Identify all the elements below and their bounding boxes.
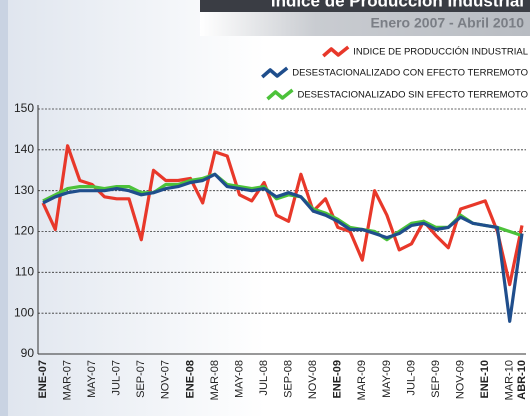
legend-label: INDICE DE PRODUCCIÓN INDUSTRIAL	[353, 47, 528, 58]
x-tick-label: MAY-07	[86, 360, 98, 398]
y-tick-label: 90	[21, 346, 35, 360]
y-tick-label: 100	[14, 305, 34, 319]
chart-subtitle: Enero 2007 - Abril 2010	[370, 15, 524, 31]
legend-icon	[266, 88, 294, 101]
x-tick-label: NOV-08	[307, 360, 319, 399]
x-tick-label: JUL-08	[258, 360, 270, 395]
y-tick-label: 130	[14, 183, 34, 197]
series-line	[41, 144, 524, 287]
x-tick-label: JUL-09	[405, 360, 417, 395]
x-tick-label: SEP-07	[135, 360, 147, 398]
x-tick-label: MAY-08	[233, 360, 245, 398]
x-tick-label: MAR-09	[356, 360, 368, 400]
legend-icon	[322, 45, 350, 58]
x-tick-label: MAR-07	[61, 360, 73, 400]
x-tick-label: ENE-07	[37, 360, 49, 399]
x-tick-label: SEP-08	[283, 360, 295, 398]
x-tick-label: SEP-09	[430, 360, 442, 398]
legend-label: DESESTACIONALIZADO CON EFECTO TERREMOTO	[292, 68, 528, 79]
x-tick-label: MAR-08	[209, 360, 221, 400]
x-tick-label: ENE-10	[479, 360, 491, 399]
title-band	[200, 0, 530, 12]
y-tick-label: 150	[14, 101, 34, 115]
y-tick-label: 110	[15, 265, 34, 279]
legend-icon	[261, 66, 289, 79]
legend-label: DESESTACIONALIZADO SIN EFECTO TERREMOTO	[297, 90, 528, 101]
chart-title: Índice de Producción Industrial	[271, 0, 524, 10]
series-line	[42, 172, 524, 323]
y-tick-label: 120	[14, 224, 34, 238]
y-tick-label: 140	[14, 142, 34, 156]
x-tick-label: MAR-10	[504, 360, 516, 400]
x-tick-label: ABR-10	[516, 360, 528, 400]
x-tick-label: NOV-09	[454, 360, 466, 399]
subtitle-band	[200, 12, 530, 36]
x-tick-label: ENE-09	[332, 360, 344, 399]
side-strip	[0, 0, 8, 416]
x-tick-label: ENE-08	[184, 360, 196, 399]
x-tick-label: NOV-07	[160, 360, 172, 399]
x-tick-label: JUL-07	[111, 360, 123, 395]
x-tick-label: MAY-09	[381, 360, 393, 398]
